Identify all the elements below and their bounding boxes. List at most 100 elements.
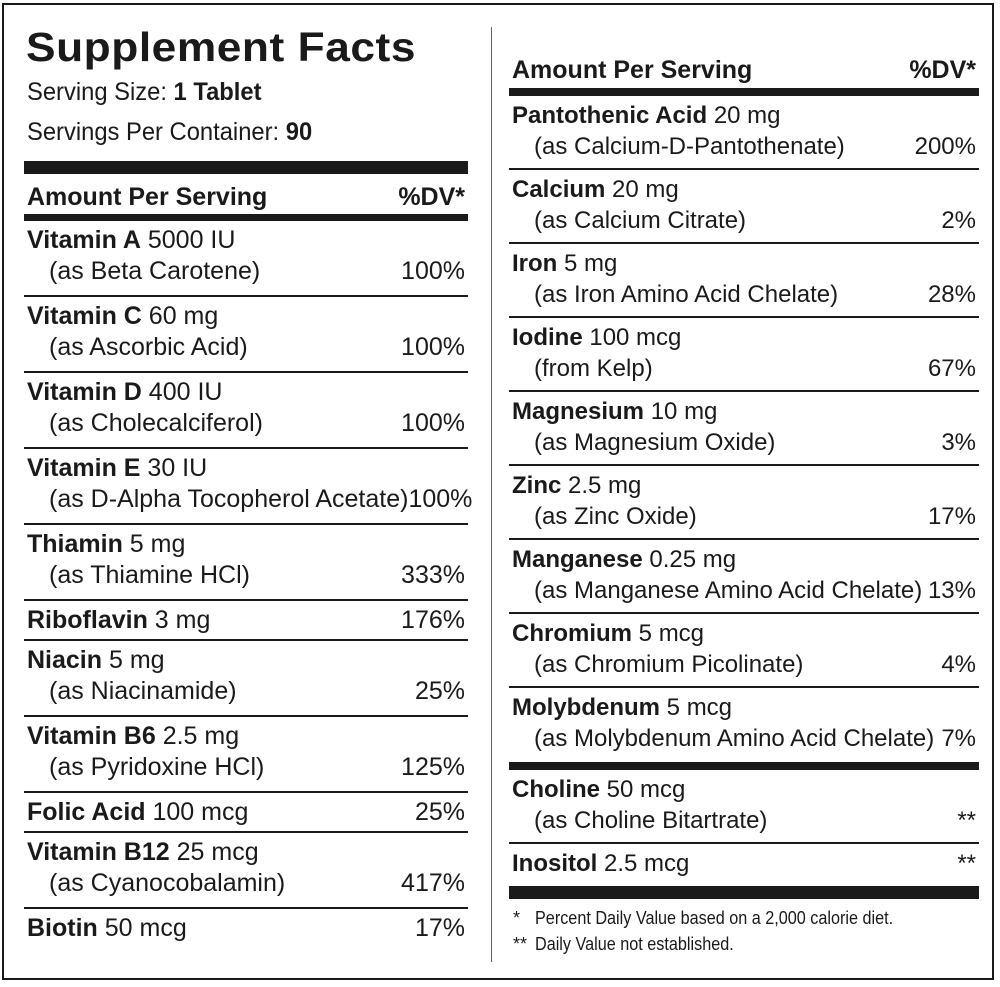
- left-column: Supplement Facts Serving Size: 1 Tablet …: [24, 5, 472, 949]
- daily-value: 100%: [408, 485, 473, 513]
- footnote-mark: **: [513, 934, 528, 954]
- nutrient-name: Magnesium 10 mg: [512, 396, 717, 427]
- nutrient-name: Niacin 5 mg: [27, 645, 165, 676]
- nutrient-name: Manganese 0.25 mg: [512, 544, 736, 575]
- daily-value: 2%: [941, 207, 976, 234]
- nutrient-label: Vitamin B12: [27, 838, 170, 866]
- nutrient-source: (as Calcium Citrate): [534, 207, 747, 234]
- nutrient-source: (as Manganese Amino Acid Chelate): [534, 577, 923, 604]
- nutrient-source: (as Thiamine HCl): [49, 561, 250, 589]
- column-header: Amount Per Serving %DV*: [24, 174, 468, 212]
- nutrient-amount: 50 mcg: [606, 776, 686, 803]
- nutrient-source: (as Niacinamide): [49, 677, 237, 705]
- servings-per-container: Servings Per Container: 90: [27, 113, 446, 151]
- nutrient-row: Calcium 20 mg (as Calcium Citrate) 2%: [509, 170, 979, 244]
- daily-value: 200%: [914, 133, 976, 160]
- nutrient-name: Zinc 2.5 mg: [512, 470, 641, 501]
- daily-value: 100%: [401, 333, 465, 361]
- nutrient-label: Vitamin E: [27, 454, 141, 482]
- header-dv: %DV*: [398, 183, 465, 211]
- nutrient-amount: 0.25 mg: [649, 546, 737, 573]
- other-ingredient-list: Choline 50 mcg (as Choline Bitartrate) ** I…: [509, 770, 979, 886]
- daily-value: 28%: [927, 281, 976, 308]
- daily-value: 25%: [414, 798, 465, 826]
- nutrient-name: Iron 5 mg: [512, 248, 617, 279]
- supplement-facts-panel: Supplement Facts Serving Size: 1 Tablet …: [2, 3, 994, 980]
- daily-value: **: [957, 850, 976, 877]
- nutrient-label: Pantothenic Acid: [512, 102, 708, 129]
- servings-value: 90: [285, 118, 313, 146]
- nutrient-amount: 5 mg: [108, 646, 165, 674]
- header-amount: Amount Per Serving: [27, 183, 268, 211]
- nutrient-label: Iodine: [512, 324, 583, 351]
- nutrient-source: (as Cyanocobalamin): [49, 869, 286, 897]
- nutrient-row: Vitamin B12 25 mcg (as Cyanocobalamin) 417…: [24, 833, 468, 909]
- footnote-text: Percent Daily Value based on a 2,000 cal…: [535, 908, 894, 928]
- header-dv: %DV*: [909, 56, 976, 84]
- nutrient-row: Chromium 5 mcg (as Chromium Picolinate) 4%: [509, 614, 979, 688]
- nutrient-source: (as D-Alpha Tocopherol Acetate): [49, 485, 409, 513]
- nutrient-source: (as Chromium Picolinate): [534, 651, 804, 678]
- nutrient-name: Vitamin B12 25 mcg: [27, 837, 259, 868]
- nutrient-amount: 30 IU: [147, 454, 208, 482]
- daily-value: 333%: [401, 561, 465, 589]
- header-amount: Amount Per Serving: [512, 56, 753, 84]
- nutrient-amount: 20 mg: [713, 102, 781, 129]
- nutrient-source: (as Ascorbic Acid): [49, 333, 248, 361]
- nutrient-row: Folic Acid 100 mcg 25%: [24, 793, 468, 833]
- nutrient-name: Folic Acid 100 mcg: [27, 797, 248, 828]
- nutrient-amount: 5 mg: [129, 530, 186, 558]
- nutrient-row: Niacin 5 mg (as Niacinamide) 25%: [24, 641, 468, 717]
- daily-value: 17%: [927, 503, 976, 530]
- nutrient-row: Biotin 50 mcg 17%: [24, 909, 468, 949]
- nutrient-name: Vitamin A 5000 IU: [27, 225, 235, 256]
- daily-value: 100%: [401, 257, 465, 285]
- serving-size: Serving Size: 1 Tablet: [27, 73, 446, 111]
- footnote-not-established: ** Daily Value not established.: [509, 931, 979, 957]
- daily-value: 4%: [941, 651, 976, 678]
- nutrient-label: Vitamin B6: [27, 722, 156, 750]
- nutrient-label: Thiamin: [27, 530, 123, 558]
- daily-value: 17%: [414, 914, 465, 942]
- nutrient-amount: 5 mcg: [666, 694, 733, 721]
- nutrient-name: Choline 50 mcg: [512, 774, 685, 805]
- nutrient-label: Choline: [512, 776, 600, 803]
- nutrient-amount: 100 mcg: [152, 798, 249, 826]
- nutrient-row: Choline 50 mcg (as Choline Bitartrate) **: [509, 770, 979, 844]
- nutrient-row: Magnesium 10 mg (as Magnesium Oxide) 3%: [509, 392, 979, 466]
- nutrient-label: Magnesium: [512, 398, 645, 425]
- nutrient-row: Inositol 2.5 mcg **: [509, 844, 979, 886]
- nutrient-name: Vitamin B6 2.5 mg: [27, 721, 239, 752]
- nutrient-label: Vitamin A: [27, 226, 141, 254]
- column-header-right: Amount Per Serving %DV*: [509, 47, 979, 85]
- nutrient-row: Vitamin D 400 IU (as Cholecalciferol) 100%: [24, 373, 468, 449]
- panel-title: Supplement Facts: [26, 24, 417, 70]
- nutrient-name: Vitamin D 400 IU: [27, 377, 222, 408]
- nutrient-amount: 60 mg: [148, 302, 219, 330]
- nutrient-row: Manganese 0.25 mg (as Manganese Amino Aci…: [509, 540, 979, 614]
- nutrient-label: Folic Acid: [27, 798, 146, 826]
- nutrient-row: Vitamin C 60 mg (as Ascorbic Acid) 100%: [24, 297, 468, 373]
- nutrient-source: (as Zinc Oxide): [534, 503, 697, 530]
- nutrient-label: Molybdenum: [512, 694, 660, 721]
- daily-value: 417%: [401, 869, 465, 897]
- nutrient-row: Pantothenic Acid 20 mg (as Calcium-D-Pant…: [509, 96, 979, 170]
- medium-rule: [509, 88, 979, 96]
- nutrient-name: Pantothenic Acid 20 mg: [512, 100, 781, 131]
- nutrient-label: Chromium: [512, 620, 632, 647]
- nutrient-name: Vitamin E 30 IU: [27, 453, 207, 484]
- nutrient-label: Niacin: [27, 646, 103, 674]
- nutrient-label: Biotin: [27, 914, 98, 942]
- nutrient-source: (as Iron Amino Acid Chelate): [534, 281, 839, 308]
- daily-value: 125%: [401, 753, 465, 781]
- nutrient-row: Vitamin E 30 IU (as D-Alpha Tocopherol Ac…: [24, 449, 472, 525]
- nutrient-source: (as Magnesium Oxide): [534, 429, 776, 456]
- nutrient-label: Zinc: [512, 472, 562, 499]
- nutrient-amount: 20 mg: [612, 176, 679, 203]
- nutrient-row: Thiamin 5 mg (as Thiamine HCl) 333%: [24, 525, 468, 601]
- nutrient-source: (as Choline Bitartrate): [534, 807, 768, 834]
- nutrient-row: Iodine 100 mcg (from Kelp) 67%: [509, 318, 979, 392]
- nutrient-name: Calcium 20 mg: [512, 174, 679, 205]
- nutrient-source: (from Kelp): [534, 355, 653, 382]
- medium-rule: [24, 214, 468, 221]
